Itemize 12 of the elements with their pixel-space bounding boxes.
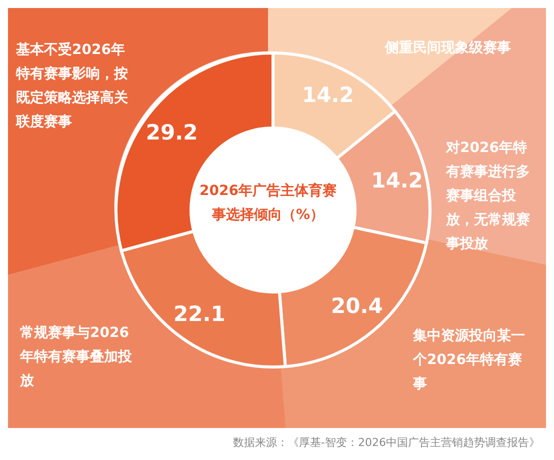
slice-label: 基本不受2026年特有赛事影响，按既定策略选择高关联度赛事	[16, 41, 129, 132]
slice-label: 对2026年特有赛事进行多赛事组合投放，无常规赛事投放	[446, 139, 531, 254]
source-note: 数据来源：《厚基-智变：2026中国广告主营销趋势调查报告》	[233, 435, 540, 450]
data-label: 14.2	[371, 168, 423, 192]
data-label: 14.2	[302, 82, 354, 107]
slice-label: 侧重民间现象级赛事	[384, 38, 512, 58]
data-label: 22.1	[174, 302, 226, 326]
data-label: 29.2	[146, 120, 198, 144]
data-label: 20.4	[331, 294, 383, 318]
slice-label: 集中资源投向某一个2026年特有赛事	[413, 327, 525, 394]
text: 2026年广告主体育赛事选择倾向（%）	[198, 182, 338, 225]
slice-label: 常规赛事与2026年特有赛事叠加投放	[20, 324, 132, 391]
